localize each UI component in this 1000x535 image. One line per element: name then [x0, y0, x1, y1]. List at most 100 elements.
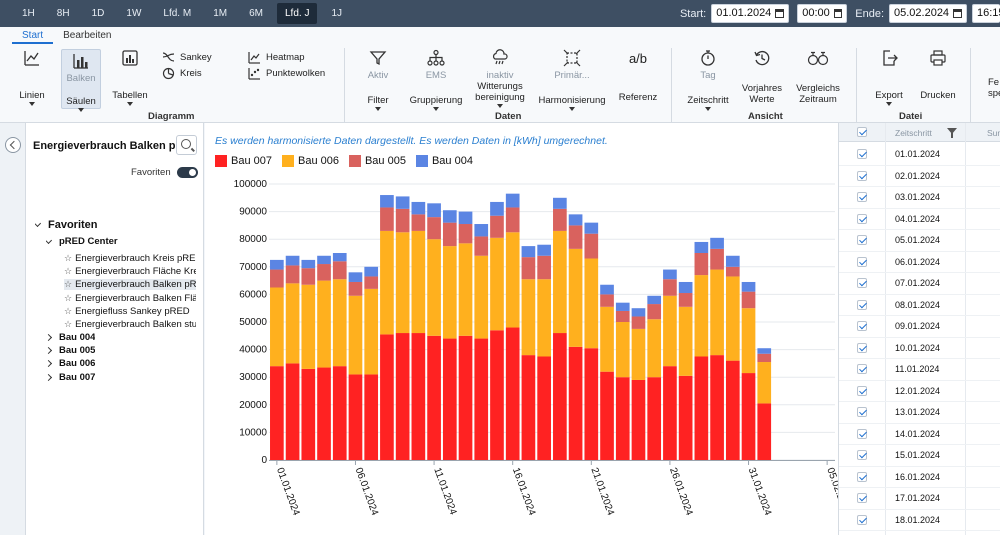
row-checkbox[interactable]	[857, 213, 867, 224]
table-row[interactable]: 01.01.2024	[839, 144, 1000, 166]
star-icon[interactable]: ☆	[64, 253, 73, 263]
row-checkbox[interactable]	[857, 493, 867, 503]
row-checkbox[interactable]	[857, 256, 867, 267]
period-button[interactable]: Lfd. M	[163, 8, 192, 19]
chevron-down-icon[interactable]	[46, 236, 53, 244]
star-icon[interactable]: ☆	[64, 292, 73, 303]
chevron-right-icon[interactable]	[46, 333, 53, 342]
row-checkbox[interactable]	[857, 514, 867, 525]
tab-start[interactable]: Start	[12, 29, 54, 44]
legend-item[interactable]: Bau 004	[415, 155, 473, 167]
sankey-button[interactable]: Sankey	[162, 51, 212, 64]
tree-building-node[interactable]: Bau 004	[46, 332, 95, 343]
row-checkbox[interactable]	[857, 385, 867, 396]
star-icon[interactable]: ☆	[64, 305, 73, 316]
search-icon[interactable]	[176, 135, 197, 155]
table-row[interactable]: 02.01.2024	[839, 166, 1000, 187]
row-checkbox[interactable]	[857, 471, 867, 482]
legend-item[interactable]: Bau 007	[215, 155, 272, 167]
favorite-item[interactable]: ☆ Energieverbrauch Balken stu	[64, 319, 196, 330]
witterungsbereinigung-button[interactable]: inaktiv Witterungs bereinigung	[470, 49, 530, 108]
table-row[interactable]: 18.01.2024	[839, 510, 1000, 531]
favorite-item[interactable]: ☆ Energieverbrauch Fläche Kre	[64, 266, 196, 277]
favorite-item[interactable]: ☆ Energieverbrauch Kreis pRED	[64, 253, 196, 264]
filter-icon[interactable]	[947, 128, 957, 138]
end-date-field[interactable]: 05.02.2024	[889, 4, 967, 23]
row-checkbox[interactable]	[857, 407, 867, 417]
chevron-right-icon[interactable]	[46, 360, 53, 368]
period-button[interactable]: 1J	[331, 8, 343, 19]
collapse-panel-icon[interactable]	[5, 137, 21, 153]
kreis-button[interactable]: Kreis	[162, 67, 202, 80]
table-row[interactable]: 03.01.2024	[839, 187, 1000, 209]
vorjahreswerte-button[interactable]: Vorjahres Werte	[738, 49, 786, 105]
tab-bearbeiten[interactable]: Bearbeiten	[63, 30, 112, 41]
harmonisierung-button[interactable]: Primär... Harmonisierung	[536, 49, 608, 111]
drucken-button[interactable]: Drucken	[916, 49, 960, 101]
row-checkbox[interactable]	[857, 450, 867, 460]
chevron-right-icon[interactable]	[46, 347, 53, 355]
column-header-zeitschritt[interactable]: Zeitschritt	[895, 128, 932, 138]
period-button[interactable]: 8H	[56, 8, 70, 19]
table-row[interactable]: 14.01.2024	[839, 424, 1000, 445]
table-row[interactable]: 09.01.2024	[839, 316, 1000, 338]
chevron-down-icon[interactable]	[35, 219, 42, 228]
row-checkbox[interactable]	[857, 170, 867, 181]
tree-building-node[interactable]: Bau 006	[46, 358, 95, 369]
row-checkbox[interactable]	[857, 278, 867, 288]
row-checkbox[interactable]	[857, 342, 867, 353]
period-button[interactable]: 1D	[91, 8, 105, 19]
row-checkbox[interactable]	[857, 149, 867, 159]
tabellen-button[interactable]: Tabellen	[110, 49, 150, 106]
start-time-field[interactable]: 00:00	[797, 4, 848, 23]
row-checkbox[interactable]	[857, 192, 867, 202]
linien-button[interactable]: Linien	[12, 49, 52, 106]
row-checkbox[interactable]	[857, 364, 867, 374]
period-button[interactable]: 1W	[126, 8, 142, 19]
table-row[interactable]: 16.01.2024	[839, 467, 1000, 488]
column-header-sum[interactable]: Sum	[987, 128, 1000, 138]
table-row[interactable]: 05.01.2024	[839, 230, 1000, 252]
tree-building-node[interactable]: Bau 005	[46, 345, 95, 356]
calendar-icon[interactable]	[775, 9, 785, 18]
table-row[interactable]: 04.01.2024	[839, 209, 1000, 230]
start-date-field[interactable]: 01.01.2024	[711, 4, 790, 23]
table-row[interactable]: 06.01.2024	[839, 252, 1000, 273]
zeitschritt-button[interactable]: Tag Zeitschritt	[684, 49, 732, 111]
table-row[interactable]: 15.01.2024	[839, 445, 1000, 467]
favorite-item[interactable]: ☆ Energieverbrauch Balken Flä	[64, 293, 196, 304]
row-checkbox[interactable]	[857, 428, 867, 439]
referenz-button[interactable]: a/b Referenz	[616, 49, 660, 103]
speichern-button[interactable]: Fe spe	[988, 77, 1000, 99]
saeulen-button[interactable]: Balken Säulen	[61, 49, 101, 112]
table-row[interactable]: 10.01.2024	[839, 338, 1000, 359]
chevron-right-icon[interactable]	[46, 373, 53, 381]
punktewolken-button[interactable]: Punktewolken	[248, 67, 325, 80]
tree-group-pred-center[interactable]: pRED Center	[46, 236, 118, 247]
filter-button[interactable]: Aktiv Filter	[360, 49, 396, 111]
star-icon[interactable]: ☆	[64, 266, 73, 277]
period-button[interactable]: 1M	[213, 8, 228, 19]
table-row[interactable]: 11.01.2024	[839, 359, 1000, 381]
table-row[interactable]: 08.01.2024	[839, 295, 1000, 316]
row-checkbox[interactable]	[857, 321, 867, 331]
tree-root-favoriten[interactable]: Favoriten	[35, 219, 98, 231]
table-row[interactable]: 17.01.2024	[839, 488, 1000, 510]
select-all-checkbox[interactable]	[857, 127, 867, 137]
table-row[interactable]: 07.01.2024	[839, 273, 1000, 295]
period-button[interactable]: Lfd. J	[277, 3, 318, 24]
favorites-toggle[interactable]	[176, 167, 198, 178]
legend-item[interactable]: Bau 005	[348, 155, 406, 167]
tree-building-node[interactable]: Bau 007	[46, 372, 95, 383]
period-button[interactable]: 6M	[249, 8, 263, 19]
end-time-field[interactable]: 16:15	[972, 4, 1000, 23]
legend-item[interactable]: Bau 006	[281, 155, 339, 167]
vergleichszeitraum-button[interactable]: Vergleichs Zeitraum	[792, 49, 844, 105]
clock-icon[interactable]	[833, 9, 843, 18]
table-row[interactable]: 12.01.2024	[839, 381, 1000, 402]
favorite-item[interactable]: ☆ Energieverbrauch Balken pR	[64, 279, 196, 291]
calendar-icon[interactable]	[953, 9, 962, 18]
gruppierung-button[interactable]: EMS Gruppierung	[406, 49, 466, 111]
period-button[interactable]: 1H	[22, 8, 35, 19]
export-button[interactable]: Export	[868, 49, 910, 106]
